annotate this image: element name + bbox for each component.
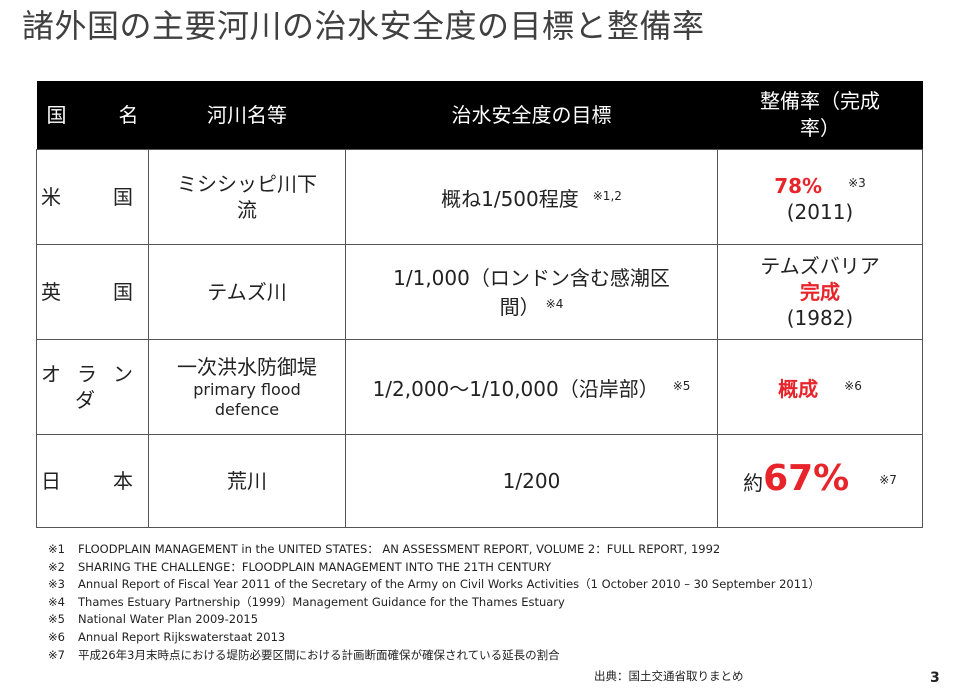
target-cell: 概ね1/500程度 ※1,2	[345, 149, 718, 245]
table-row: 日 本 荒川 1/200 約67% ※7	[36, 434, 923, 528]
page-number: 3	[930, 670, 940, 686]
rate-cell: 概成 ※6	[717, 339, 923, 435]
table-header-row: 国 名 河川名等 治水安全度の目標 整備率（完成 率）	[36, 81, 923, 150]
river-safety-table: 国 名 河川名等 治水安全度の目標 整備率（完成 率） 米 国 ミシシッピ川下	[36, 81, 923, 528]
rate-cell: テムズバリア 完成 (1982)	[717, 244, 923, 340]
country-cell: 米 国	[36, 149, 149, 245]
footnote-item: ※4 Thames Estuary Partnership（1999）Manage…	[48, 594, 565, 609]
source-credit: 出典：国土交通省取りまとめ	[594, 669, 744, 683]
footnote-ref: ※5	[672, 378, 691, 393]
footnote-ref: ※6	[844, 378, 862, 393]
footnote-item: ※6 Annual Report Rijkswaterstaat 2013	[48, 629, 286, 644]
river-cell: テムズ川	[148, 244, 346, 340]
rate-value: 概成	[778, 376, 819, 401]
footnote-ref: ※1,2	[592, 188, 622, 203]
river-cell: ミシシッピ川下 流	[148, 149, 346, 245]
target-cell: 1/200	[345, 434, 718, 528]
footnote-ref: ※7	[879, 473, 897, 487]
country-cell: 日 本	[36, 434, 149, 528]
footnote-item: ※2 SHARING THE CHALLENGE：FLOODPLAIN MANAG…	[48, 559, 552, 574]
footnote-item: ※7 平成26年3月末時点における堤防必要区間における計画断面確保が確保されている…	[48, 647, 560, 662]
header-target: 治水安全度の目標	[345, 81, 718, 150]
target-cell: 1/1,000（ロンドン含む感潮区 間） ※4	[345, 244, 718, 340]
footnotes: ※1 FLOODPLAIN MANAGEMENT in the UNITED ST…	[48, 541, 820, 664]
river-cell: 一次洪水防御堤 primary flood defence	[148, 339, 346, 435]
header-river: 河川名等	[148, 81, 346, 150]
footnote-item: ※3 Annual Report of Fiscal Year 2011 of t…	[48, 577, 820, 592]
header-rate: 整備率（完成 率）	[717, 81, 923, 150]
rate-cell: 約67% ※7	[717, 434, 923, 528]
footnote-ref: ※3	[848, 175, 866, 190]
footnote-item: ※1 FLOODPLAIN MANAGEMENT in the UNITED ST…	[48, 542, 721, 556]
country-cell: 英 国	[36, 244, 149, 340]
footnote-item: ※5 National Water Plan 2009-2015	[48, 612, 259, 627]
target-cell: 1/2,000～1/10,000（沿岸部） ※5	[345, 339, 718, 435]
country-cell: オ ラ ン ダ	[36, 339, 149, 435]
river-cell: 荒川	[148, 434, 346, 528]
table-row: 英 国 テムズ川 1/1,000（ロンドン含む感潮区 間） ※4 テムズバリア 完…	[36, 244, 923, 340]
page-title: 諸外国の主要河川の治水安全度の目標と整備率	[22, 7, 705, 45]
footnote-ref: ※4	[545, 296, 564, 311]
header-country: 国 名	[36, 81, 149, 150]
rate-value: 完成	[800, 280, 840, 304]
rate-cell: 78% ※3 (2011)	[717, 149, 923, 245]
table-row: 米 国 ミシシッピ川下 流 概ね1/500程度 ※1,2 78% ※3 (2011)	[36, 149, 923, 245]
table-row: オ ラ ン ダ 一次洪水防御堤 primary flood defence 1/…	[36, 339, 923, 435]
rate-value: 78%	[774, 173, 823, 198]
rate-value: 67%	[763, 458, 850, 499]
